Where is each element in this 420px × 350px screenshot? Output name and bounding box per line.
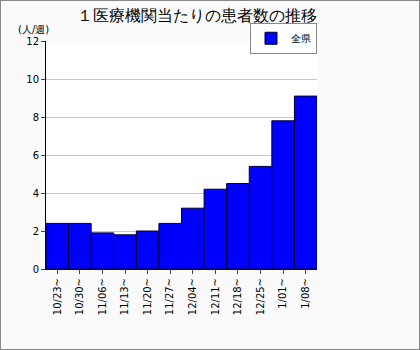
svg-text:10: 10 <box>26 74 39 85</box>
svg-text:8: 8 <box>33 112 39 123</box>
svg-text:12/11~: 12/11~ <box>210 278 221 315</box>
svg-text:1/01~: 1/01~ <box>277 278 288 309</box>
svg-text:1/08~: 1/08~ <box>300 278 311 309</box>
svg-text:12/25~: 12/25~ <box>255 278 266 315</box>
svg-text:0: 0 <box>33 264 39 275</box>
svg-text:(人/週): (人/週) <box>18 24 49 35</box>
svg-text:11/27~: 11/27~ <box>164 278 175 315</box>
svg-text:10/23~: 10/23~ <box>52 278 63 315</box>
svg-text:11/20~: 11/20~ <box>142 278 153 315</box>
svg-text:全県: 全県 <box>291 33 311 44</box>
svg-text:12: 12 <box>26 36 39 47</box>
svg-text:11/13~: 11/13~ <box>119 278 130 315</box>
svg-text:2: 2 <box>33 226 39 237</box>
svg-text:4: 4 <box>33 188 39 199</box>
svg-text:12/18~: 12/18~ <box>232 278 243 315</box>
svg-text:11/06~: 11/06~ <box>97 278 108 315</box>
svg-text:１医療機関当たりの患者数の推移: １医療機関当たりの患者数の推移 <box>77 6 317 25</box>
svg-text:10/30~: 10/30~ <box>74 278 85 315</box>
svg-text:12/04~: 12/04~ <box>187 278 198 315</box>
svg-text:6: 6 <box>33 150 39 161</box>
